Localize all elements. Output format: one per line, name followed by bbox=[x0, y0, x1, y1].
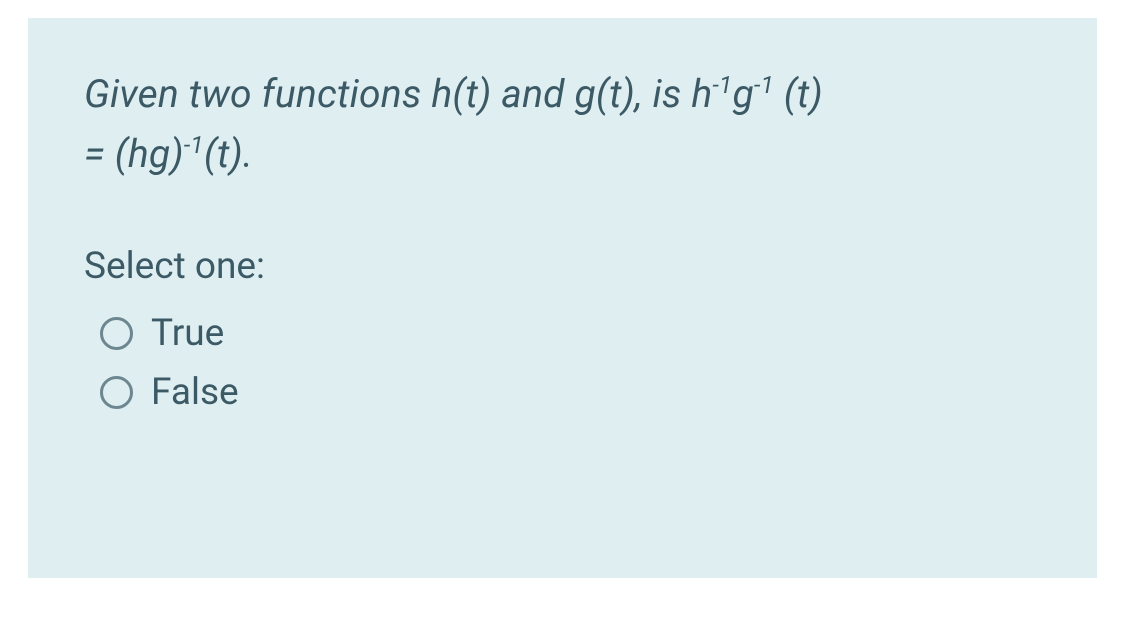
question-mid2: (t) bbox=[774, 71, 823, 117]
question-mid1: g bbox=[732, 71, 753, 117]
select-one-prompt: Select one: bbox=[84, 245, 1041, 288]
question-line2-prefix: = (hg) bbox=[84, 131, 184, 177]
question-card: Given two functions h(t) and g(t), is h-… bbox=[28, 18, 1097, 578]
option-label-true: True bbox=[151, 312, 224, 355]
question-line1-prefix: Given two functions h(t) and g(t), is h bbox=[84, 71, 712, 117]
question-text: Given two functions h(t) and g(t), is h-… bbox=[84, 64, 1041, 185]
radio-icon[interactable] bbox=[100, 317, 133, 350]
option-true[interactable]: True bbox=[100, 312, 1041, 355]
question-sup1: -1 bbox=[712, 71, 732, 99]
option-label-false: False bbox=[151, 371, 239, 414]
question-sup2: -1 bbox=[754, 71, 774, 99]
question-line2-suffix: (t). bbox=[204, 131, 253, 177]
option-false[interactable]: False bbox=[100, 371, 1041, 414]
radio-icon[interactable] bbox=[100, 376, 133, 409]
question-sup3: -1 bbox=[184, 131, 204, 159]
